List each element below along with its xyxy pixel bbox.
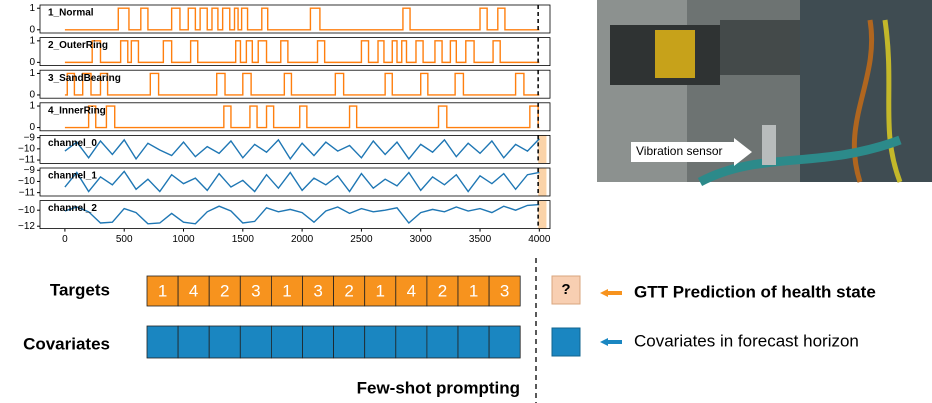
y-tick-label: −9 — [24, 165, 36, 176]
x-tick-label: 1000 — [172, 234, 195, 245]
y-tick-label: 1 — [29, 101, 35, 112]
subplot-label: 2_OuterRing — [48, 40, 108, 51]
x-tick-label: 2000 — [291, 234, 314, 245]
legend-arrow-head — [600, 289, 608, 297]
y-tick-label: −10 — [18, 205, 35, 216]
legend-text: Covariates in forecast horizon — [634, 331, 859, 350]
covariate-box — [552, 328, 580, 356]
target-value: 3 — [500, 281, 509, 300]
targets-label: Targets — [50, 280, 110, 299]
line — [65, 8, 539, 30]
covariate-cell — [489, 326, 520, 358]
frame — [40, 201, 550, 229]
photo-caption: Vibration sensor — [636, 144, 723, 158]
covariate-cell — [209, 326, 240, 358]
subplot: channel_2 −10 −12 0 500 1000 1500 2000 2500 3000 3… — [18, 201, 551, 246]
footer: Few-shot prompting — [357, 378, 520, 397]
covariate-cell — [178, 326, 209, 358]
line — [65, 171, 539, 191]
y-tick-label: 0 — [29, 90, 35, 101]
y-tick-label: −10 — [18, 176, 35, 187]
coupling — [655, 30, 695, 78]
frame — [40, 103, 550, 131]
x-tick-label: 1500 — [232, 234, 255, 245]
subplot-label: 1_Normal — [48, 8, 94, 19]
target-value: 4 — [189, 281, 198, 300]
target-value: 2 — [438, 281, 447, 300]
subplot-label: 4_InnerRing — [48, 105, 106, 116]
subplot-label: channel_2 — [48, 203, 97, 214]
highlight — [538, 168, 546, 196]
subplot-label: channel_1 — [48, 171, 97, 182]
target-value: 3 — [313, 281, 322, 300]
covariate-cell — [427, 326, 458, 358]
subplot: channel_1 −9−10−11 — [18, 165, 550, 198]
line — [65, 139, 539, 159]
subplot-label: 3_SandBearing — [48, 73, 121, 84]
line — [65, 205, 539, 224]
subplot: 3_SandBearing 0 1 — [29, 68, 550, 101]
x-tick-label: 2500 — [350, 234, 373, 245]
y-tick-label: 0 — [29, 57, 35, 68]
target-value: 1 — [158, 281, 167, 300]
subplot: 2_OuterRing 0 1 — [29, 35, 550, 68]
x-tick-label: 3000 — [410, 234, 433, 245]
x-tick-label: 3500 — [469, 234, 492, 245]
photo: Vibration sensor — [597, 0, 932, 182]
line — [65, 73, 539, 95]
covariate-cell — [365, 326, 396, 358]
target-value: 2 — [344, 281, 353, 300]
y-tick-label: 1 — [29, 35, 35, 46]
frame — [40, 168, 550, 196]
legend-text: GTT Prediction of health state — [634, 282, 876, 301]
covariate-cell — [147, 326, 178, 358]
covariate-cell — [334, 326, 365, 358]
figure: Vibration sensor Targets Covariates ? GT… — [0, 0, 932, 403]
x-tick-label: 4000 — [528, 234, 551, 245]
target-value: 1 — [282, 281, 291, 300]
line — [65, 41, 539, 63]
y-tick-label: 1 — [29, 68, 35, 79]
covariate-cell — [271, 326, 302, 358]
target-value: 2 — [220, 281, 229, 300]
y-tick-label: −9 — [24, 132, 36, 143]
highlight — [538, 201, 546, 229]
y-tick-label: −10 — [18, 143, 35, 154]
sensor — [762, 125, 776, 165]
line — [65, 106, 539, 128]
covariates-label: Covariates — [23, 334, 110, 353]
covariate-cell — [303, 326, 334, 358]
y-tick-label: 1 — [29, 3, 35, 14]
covariate-cell — [396, 326, 427, 358]
x-tick-label: 0 — [62, 234, 68, 245]
y-tick-label: −12 — [18, 221, 35, 232]
x-tick-label: 500 — [116, 234, 133, 245]
frame — [40, 5, 550, 33]
subplot-label: channel_0 — [48, 138, 97, 149]
y-tick-label: −11 — [19, 187, 36, 198]
target-value: 1 — [469, 281, 478, 300]
covariate-cell — [458, 326, 489, 358]
y-tick-label: 0 — [29, 24, 35, 35]
shaft — [720, 20, 800, 75]
covariate-cell — [240, 326, 271, 358]
query-mark: ? — [561, 281, 570, 298]
subplot: channel_0−9−10−11 — [18, 132, 550, 165]
target-value: 4 — [407, 281, 416, 300]
target-value: 3 — [251, 281, 260, 300]
subplot: 1_Normal 0 1 — [29, 3, 550, 36]
target-value: 1 — [376, 281, 385, 300]
legend-arrow-head — [600, 338, 608, 346]
